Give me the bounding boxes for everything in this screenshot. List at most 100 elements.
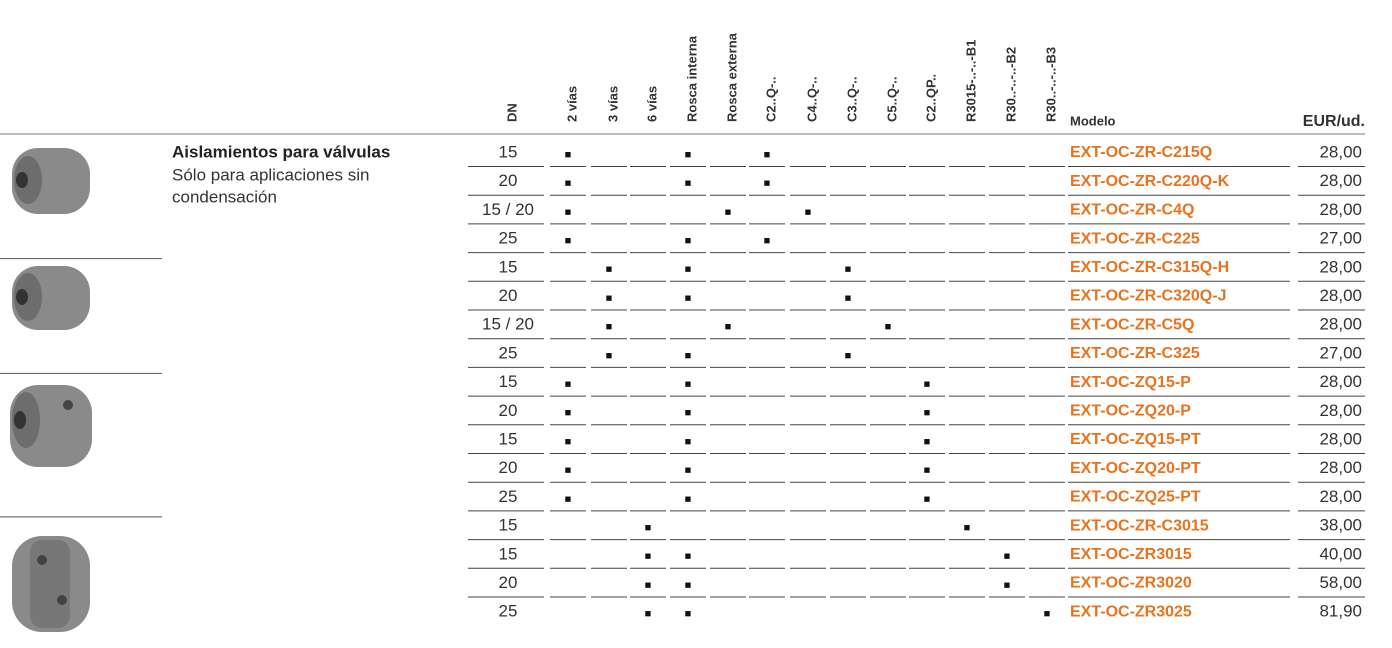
product-description: Sólo para aplicaciones sin <box>172 165 370 184</box>
check: ■ <box>964 522 971 534</box>
check: ■ <box>685 407 692 419</box>
dn: 15 / 20 <box>482 315 534 334</box>
check: ■ <box>764 149 771 161</box>
check: ■ <box>764 235 771 247</box>
check: ■ <box>685 350 692 362</box>
column-header: Rosca externa <box>724 32 739 122</box>
dn: 15 <box>499 429 518 448</box>
check: ■ <box>645 522 652 534</box>
check: ■ <box>845 292 852 304</box>
check: ■ <box>565 379 572 391</box>
check: ■ <box>725 321 732 333</box>
column-header: Modelo <box>1070 113 1116 128</box>
price: 28,00 <box>1319 286 1362 305</box>
column-header: C2..QP.. <box>923 74 938 122</box>
check: ■ <box>685 551 692 563</box>
column-header: EUR/ud. <box>1303 113 1365 130</box>
check: ■ <box>565 407 572 419</box>
check: ■ <box>805 206 812 218</box>
check: ■ <box>725 206 732 218</box>
dn: 25 <box>499 229 518 248</box>
product-description: condensación <box>172 187 277 206</box>
product-image <box>10 385 92 467</box>
price: 28,00 <box>1319 401 1362 420</box>
price: 28,00 <box>1319 458 1362 477</box>
dn: 15 <box>499 372 518 391</box>
check: ■ <box>685 465 692 477</box>
check: ■ <box>924 493 931 505</box>
column-header: C3..Q-.. <box>844 76 859 122</box>
check: ■ <box>885 321 892 333</box>
column-header: C2..Q-.. <box>763 76 778 122</box>
price: 38,00 <box>1319 516 1362 535</box>
price: 58,00 <box>1319 573 1362 592</box>
dn: 20 <box>499 573 518 592</box>
model: EXT-OC-ZR-C325 <box>1070 345 1200 362</box>
model: EXT-OC-ZR-C3015 <box>1070 517 1209 534</box>
check: ■ <box>685 264 692 276</box>
check: ■ <box>606 264 613 276</box>
model: EXT-OC-ZR3015 <box>1070 546 1192 563</box>
check: ■ <box>1004 551 1011 563</box>
check: ■ <box>685 608 692 620</box>
check: ■ <box>565 436 572 448</box>
model: EXT-OC-ZQ15-PT <box>1070 431 1201 448</box>
check: ■ <box>924 436 931 448</box>
product-image <box>12 536 90 632</box>
model: EXT-OC-ZQ20-P <box>1070 403 1191 420</box>
price: 28,00 <box>1319 257 1362 276</box>
price: 40,00 <box>1319 544 1362 563</box>
column-header: R30..-..-..-B3 <box>1043 47 1058 122</box>
model: EXT-OC-ZR-C5Q <box>1070 316 1194 333</box>
column-header: R30..-..-..-B2 <box>1003 47 1018 122</box>
price: 27,00 <box>1319 343 1362 362</box>
price: 28,00 <box>1319 429 1362 448</box>
check: ■ <box>645 551 652 563</box>
dn: 20 <box>499 401 518 420</box>
model: EXT-OC-ZR-C4Q <box>1070 202 1194 219</box>
check: ■ <box>606 350 613 362</box>
dn: 25 <box>499 487 518 506</box>
model: EXT-OC-ZR-C225 <box>1070 230 1200 247</box>
price: 28,00 <box>1319 487 1362 506</box>
model: EXT-OC-ZR-C220Q-K <box>1070 173 1230 190</box>
column-header: C4..Q-.. <box>804 76 819 122</box>
model: EXT-OC-ZR-C215Q <box>1070 144 1212 161</box>
check: ■ <box>685 379 692 391</box>
column-header: C5..Q-.. <box>884 76 899 122</box>
column-header: DN <box>504 103 519 122</box>
check: ■ <box>565 178 572 190</box>
check: ■ <box>685 579 692 591</box>
price: 28,00 <box>1319 372 1362 391</box>
check: ■ <box>924 465 931 477</box>
column-header: R3015-..-..-B1 <box>963 40 978 122</box>
product-image <box>12 148 90 214</box>
check: ■ <box>924 407 931 419</box>
price: 28,00 <box>1319 315 1362 334</box>
check: ■ <box>645 608 652 620</box>
check: ■ <box>685 235 692 247</box>
product-title: Aislamientos para válvulas <box>172 142 390 161</box>
dn: 20 <box>499 286 518 305</box>
check: ■ <box>685 149 692 161</box>
price: 81,90 <box>1319 602 1362 621</box>
check: ■ <box>645 579 652 591</box>
model: EXT-OC-ZR3020 <box>1070 575 1192 592</box>
dn: 15 <box>499 257 518 276</box>
dn: 20 <box>499 171 518 190</box>
column-header: 6 vías <box>644 86 659 122</box>
column-header: 3 vías <box>605 86 620 122</box>
model: EXT-OC-ZQ15-P <box>1070 374 1191 391</box>
dn: 20 <box>499 458 518 477</box>
check: ■ <box>565 149 572 161</box>
check: ■ <box>565 465 572 477</box>
dn: 25 <box>499 343 518 362</box>
check: ■ <box>685 436 692 448</box>
check: ■ <box>685 178 692 190</box>
dn: 25 <box>499 602 518 621</box>
column-header: Rosca interna <box>684 35 699 122</box>
model: EXT-OC-ZR-C320Q-J <box>1070 288 1226 305</box>
check: ■ <box>845 350 852 362</box>
column-header: 2 vías <box>564 86 579 122</box>
